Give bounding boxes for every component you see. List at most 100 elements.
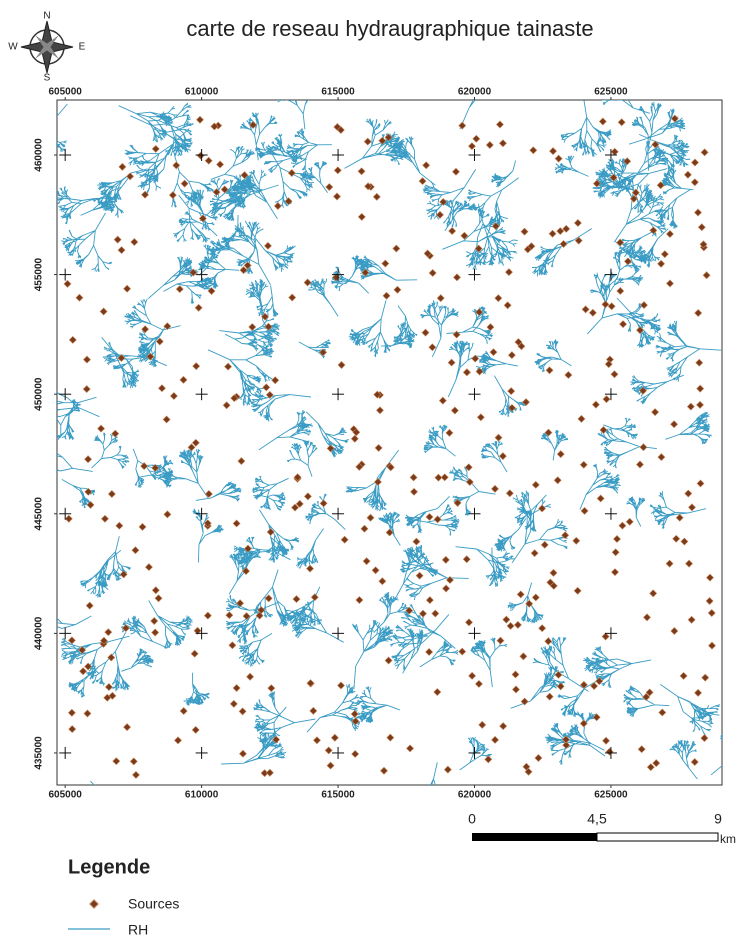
source-point [475, 308, 484, 317]
source-point [385, 528, 394, 537]
source-point [696, 384, 705, 393]
compass-star-minor [35, 35, 59, 59]
source-point [530, 549, 539, 558]
scale-unit: km [720, 832, 736, 846]
source-point [636, 326, 644, 335]
source-point [616, 238, 625, 247]
source-point [243, 261, 252, 270]
scale-label: 4,5 [587, 811, 607, 827]
source-point [660, 250, 669, 259]
source-point [591, 400, 600, 409]
source-point [210, 122, 219, 131]
source-point [590, 682, 599, 691]
source-point [378, 136, 387, 145]
source-point [155, 337, 164, 346]
source-point [238, 749, 247, 758]
sources-layer [63, 114, 716, 779]
source-point [581, 305, 590, 314]
source-point [505, 268, 513, 277]
source-point [642, 693, 651, 701]
source-point [144, 563, 153, 572]
source-point [651, 140, 660, 149]
source-point [194, 303, 203, 312]
source-point [422, 161, 431, 170]
source-point [595, 677, 604, 686]
source-point [494, 433, 503, 442]
source-point [409, 473, 418, 482]
source-point [428, 268, 437, 277]
source-point [639, 386, 647, 395]
source-point [119, 570, 128, 579]
source-point [187, 443, 196, 452]
source-point [491, 222, 500, 231]
source-point [392, 244, 401, 253]
source-point [326, 761, 335, 770]
source-point [330, 733, 339, 742]
source-point [264, 594, 273, 603]
source-point [694, 208, 702, 217]
source-point [431, 609, 440, 618]
x-tick-label: 620000 [458, 87, 492, 98]
map-frame [56, 99, 723, 786]
source-point [249, 120, 258, 129]
source-point [549, 581, 558, 590]
source-point [439, 197, 448, 206]
source-point [450, 406, 459, 415]
source-point [602, 395, 611, 404]
source-point [646, 763, 655, 772]
source-point [418, 177, 427, 186]
source-point [169, 392, 178, 400]
source-point [350, 710, 359, 718]
source-point [494, 294, 503, 303]
source-point [631, 188, 640, 197]
source-point [498, 452, 507, 461]
source-point [611, 548, 620, 557]
source-point [266, 528, 275, 536]
compass-n: N [43, 11, 50, 22]
source-point [448, 227, 457, 235]
source-point [191, 725, 200, 734]
source-point [326, 444, 335, 453]
source-point [556, 682, 565, 691]
source-point [373, 477, 382, 486]
source-point [707, 609, 716, 617]
source-point [453, 498, 462, 507]
source-point [562, 741, 571, 750]
source-point [104, 683, 113, 691]
source-point [580, 506, 589, 515]
source-point [121, 624, 130, 633]
source-point [465, 618, 473, 627]
y-tick-label: 460000 [34, 138, 45, 172]
source-point [445, 428, 454, 437]
source-point [522, 762, 531, 771]
source-point [362, 557, 371, 566]
compass-w: W [8, 42, 18, 53]
source-point [373, 390, 382, 399]
source-point [534, 754, 543, 762]
source-point [601, 632, 610, 641]
source-point [319, 348, 328, 357]
source-point [179, 707, 188, 715]
compass-e: E [79, 42, 86, 53]
source-point [468, 142, 476, 151]
x-tick-label: 620000 [458, 790, 492, 801]
source-point [679, 671, 688, 680]
source-point [193, 626, 202, 635]
source-point [478, 720, 487, 729]
source-point [436, 294, 445, 303]
source-point [708, 641, 716, 650]
source-point [107, 653, 116, 662]
source-point [384, 133, 393, 142]
legend-title: Legende [68, 856, 150, 878]
source-point [364, 182, 373, 191]
source-point [406, 744, 415, 753]
source-point [140, 462, 149, 471]
source-point [382, 291, 391, 300]
source-point [306, 679, 315, 688]
source-point [508, 403, 516, 412]
source-point [309, 706, 318, 715]
source-point [629, 194, 638, 203]
source-point [129, 757, 138, 766]
source-point [553, 476, 562, 485]
source-point [352, 428, 361, 437]
